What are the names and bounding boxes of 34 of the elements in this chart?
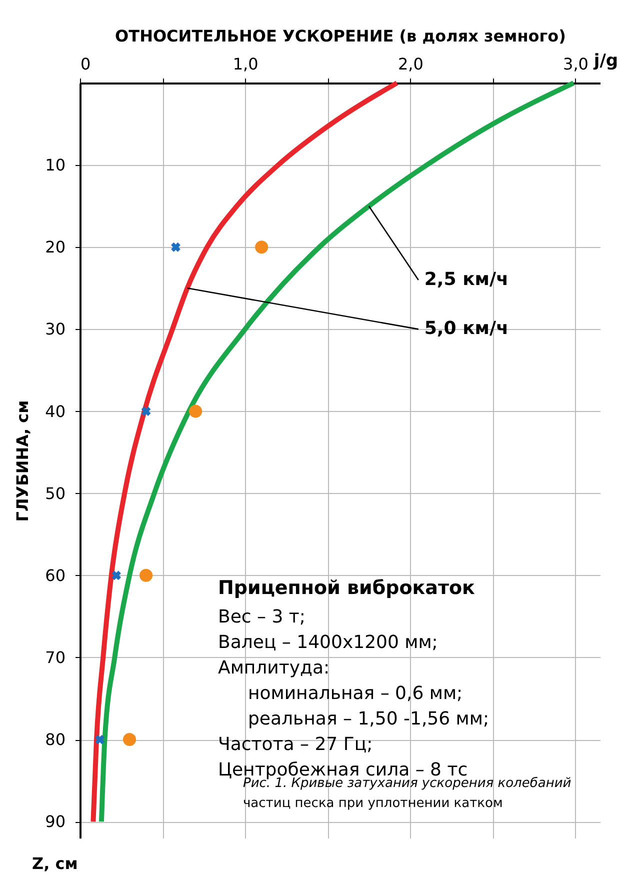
- point: [141, 406, 151, 416]
- text: j/g: [592, 51, 618, 71]
- text: 2,5 км/ч: [424, 268, 508, 290]
- annotation: Прицепной виброкаток: [218, 577, 476, 599]
- y-axis-title: ГЛУБИНА, см: [13, 400, 32, 522]
- point: [189, 404, 202, 418]
- annotation: Вес – 3 т;: [218, 606, 306, 628]
- point: [255, 240, 268, 254]
- annotation: Валец – 1400x1200 мм;: [218, 632, 438, 653]
- point: [171, 242, 180, 252]
- x-axis-title: ОТНОСИТЕЛЬНОЕ УСКОРЕНИЕ (в долях земного): [115, 26, 566, 46]
- y-tick-label: 10: [45, 156, 66, 175]
- annotation: номинальная – 0,6 мм;: [248, 683, 463, 704]
- text: Z, см: [32, 854, 78, 873]
- point: [95, 734, 105, 744]
- y-tick-label: 30: [45, 320, 66, 339]
- annotation: Амплитуда:: [218, 658, 330, 678]
- x-tick-label: 2,0: [398, 54, 424, 74]
- point: [123, 733, 136, 746]
- annotation: Частота – 27 Гц;: [218, 734, 373, 755]
- point: [112, 570, 122, 580]
- point: [140, 568, 153, 582]
- text: 5,0 км/ч: [424, 318, 508, 340]
- x-tick-label: 0: [80, 54, 91, 74]
- y-tick-label: 20: [45, 238, 66, 257]
- annotation: реальная – 1,50 -1,56 мм;: [248, 708, 490, 730]
- y-tick-label: 80: [45, 730, 66, 750]
- y-tick-label: 70: [45, 648, 66, 667]
- x-tick-label: 1,0: [232, 54, 258, 74]
- x-tick-label: 3,0: [563, 54, 588, 74]
- y-tick-label: 50: [45, 484, 66, 503]
- y-tick-label: 40: [45, 402, 66, 421]
- y-tick-label: 60: [45, 566, 66, 585]
- y-tick-label: 90: [45, 812, 66, 832]
